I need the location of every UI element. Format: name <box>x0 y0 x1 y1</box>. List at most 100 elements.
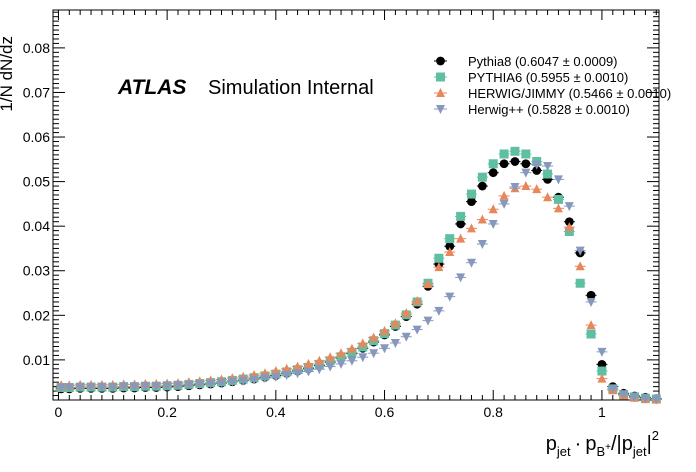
data-point <box>434 262 444 272</box>
data-point <box>347 356 357 366</box>
data-point <box>477 181 487 191</box>
x-axis-label: pjet · pB+/|pjet|2 <box>546 428 659 459</box>
data-point <box>488 168 498 178</box>
data-point <box>466 223 476 233</box>
data-point <box>380 344 390 354</box>
x-tick-label: 0.6 <box>375 404 395 420</box>
x-label-slash: /|p <box>611 433 633 455</box>
data-point <box>445 241 455 251</box>
data-point <box>445 234 455 244</box>
data-point <box>56 383 66 393</box>
data-point <box>260 374 270 384</box>
x-label-close: | <box>647 433 652 455</box>
data-point <box>521 168 531 178</box>
data-point <box>521 149 531 159</box>
x-axis: 0 0.2 0.4 0.6 0.8 1 <box>55 10 657 420</box>
data-point <box>456 211 466 221</box>
x-label-sub-jet2: jet <box>632 444 647 459</box>
data-point <box>456 273 466 283</box>
data-point <box>575 246 585 256</box>
data-point <box>521 159 531 169</box>
data-point <box>597 366 607 376</box>
data-point <box>314 365 324 375</box>
data-point <box>97 383 107 393</box>
legend-marker <box>436 72 445 82</box>
data-point <box>390 338 400 348</box>
y-tick-label: 0.07 <box>23 84 50 100</box>
data-point <box>510 157 520 166</box>
data-point <box>412 296 422 306</box>
legend: Pythia8 (0.6047 ± 0.0009)PYTHIA6 (0.5955… <box>434 54 671 117</box>
data-point <box>358 338 368 348</box>
x-tick-label: 0.4 <box>266 404 286 420</box>
x-label-dot: · <box>575 433 582 455</box>
data-point <box>597 373 607 383</box>
x-label-p1: p <box>546 433 557 455</box>
data-point <box>510 182 520 192</box>
data-point <box>271 372 281 382</box>
x-tick-label: 0.2 <box>157 404 177 420</box>
data-point <box>303 367 313 377</box>
data-point <box>423 316 433 326</box>
series-layer <box>55 146 662 405</box>
data-point <box>608 384 618 394</box>
data-point <box>130 382 140 392</box>
data-point <box>456 219 466 229</box>
data-point <box>564 227 574 237</box>
data-point <box>466 189 476 199</box>
data-point <box>401 332 411 342</box>
data-point <box>532 166 542 175</box>
x-tick-label: 0 <box>55 404 63 420</box>
data-point <box>466 258 476 268</box>
atlas-label: ATLAS <box>117 76 186 99</box>
y-tick-label: 0.02 <box>23 307 50 323</box>
data-point <box>564 222 574 232</box>
data-point <box>293 369 303 379</box>
data-point <box>499 199 509 209</box>
data-point <box>586 290 596 300</box>
data-point <box>651 395 661 405</box>
data-point <box>510 146 520 156</box>
data-point <box>282 363 292 373</box>
data-point <box>336 359 346 369</box>
data-point <box>325 352 335 362</box>
data-point <box>445 292 455 302</box>
data-point <box>477 240 487 249</box>
data-point <box>543 162 553 171</box>
x-label-sub-b: B <box>596 444 605 459</box>
data-point <box>553 194 563 204</box>
data-point <box>162 381 172 391</box>
data-point <box>75 383 85 393</box>
data-point <box>282 371 292 381</box>
data-point <box>303 358 313 368</box>
data-point <box>401 308 411 318</box>
data-point <box>434 253 444 263</box>
data-point <box>325 362 335 372</box>
y-tick-label: 0.03 <box>23 263 50 279</box>
data-point <box>640 394 650 404</box>
data-point <box>488 204 498 214</box>
annotation-text: Simulation Internal <box>208 77 374 99</box>
data-point <box>249 375 259 385</box>
y-tick-label: 0.05 <box>23 174 50 190</box>
data-point <box>227 377 237 387</box>
data-point <box>151 382 161 392</box>
data-point <box>564 202 574 212</box>
data-point <box>314 355 324 365</box>
data-point <box>586 320 596 330</box>
data-point <box>271 366 281 376</box>
y-axis: 0.01 0.02 0.03 0.04 0.05 0.06 0.07 0.08 <box>23 11 659 401</box>
data-point <box>488 159 498 169</box>
data-point <box>293 361 303 371</box>
y-tick-label: 0.08 <box>23 40 50 56</box>
series-3 <box>55 160 662 405</box>
data-point <box>184 380 194 390</box>
data-point <box>86 383 96 393</box>
data-point <box>206 379 216 389</box>
x-tick-label: 1 <box>598 404 606 420</box>
data-point <box>467 197 476 207</box>
data-point <box>140 382 150 392</box>
data-point <box>553 203 563 213</box>
data-point <box>238 376 248 386</box>
